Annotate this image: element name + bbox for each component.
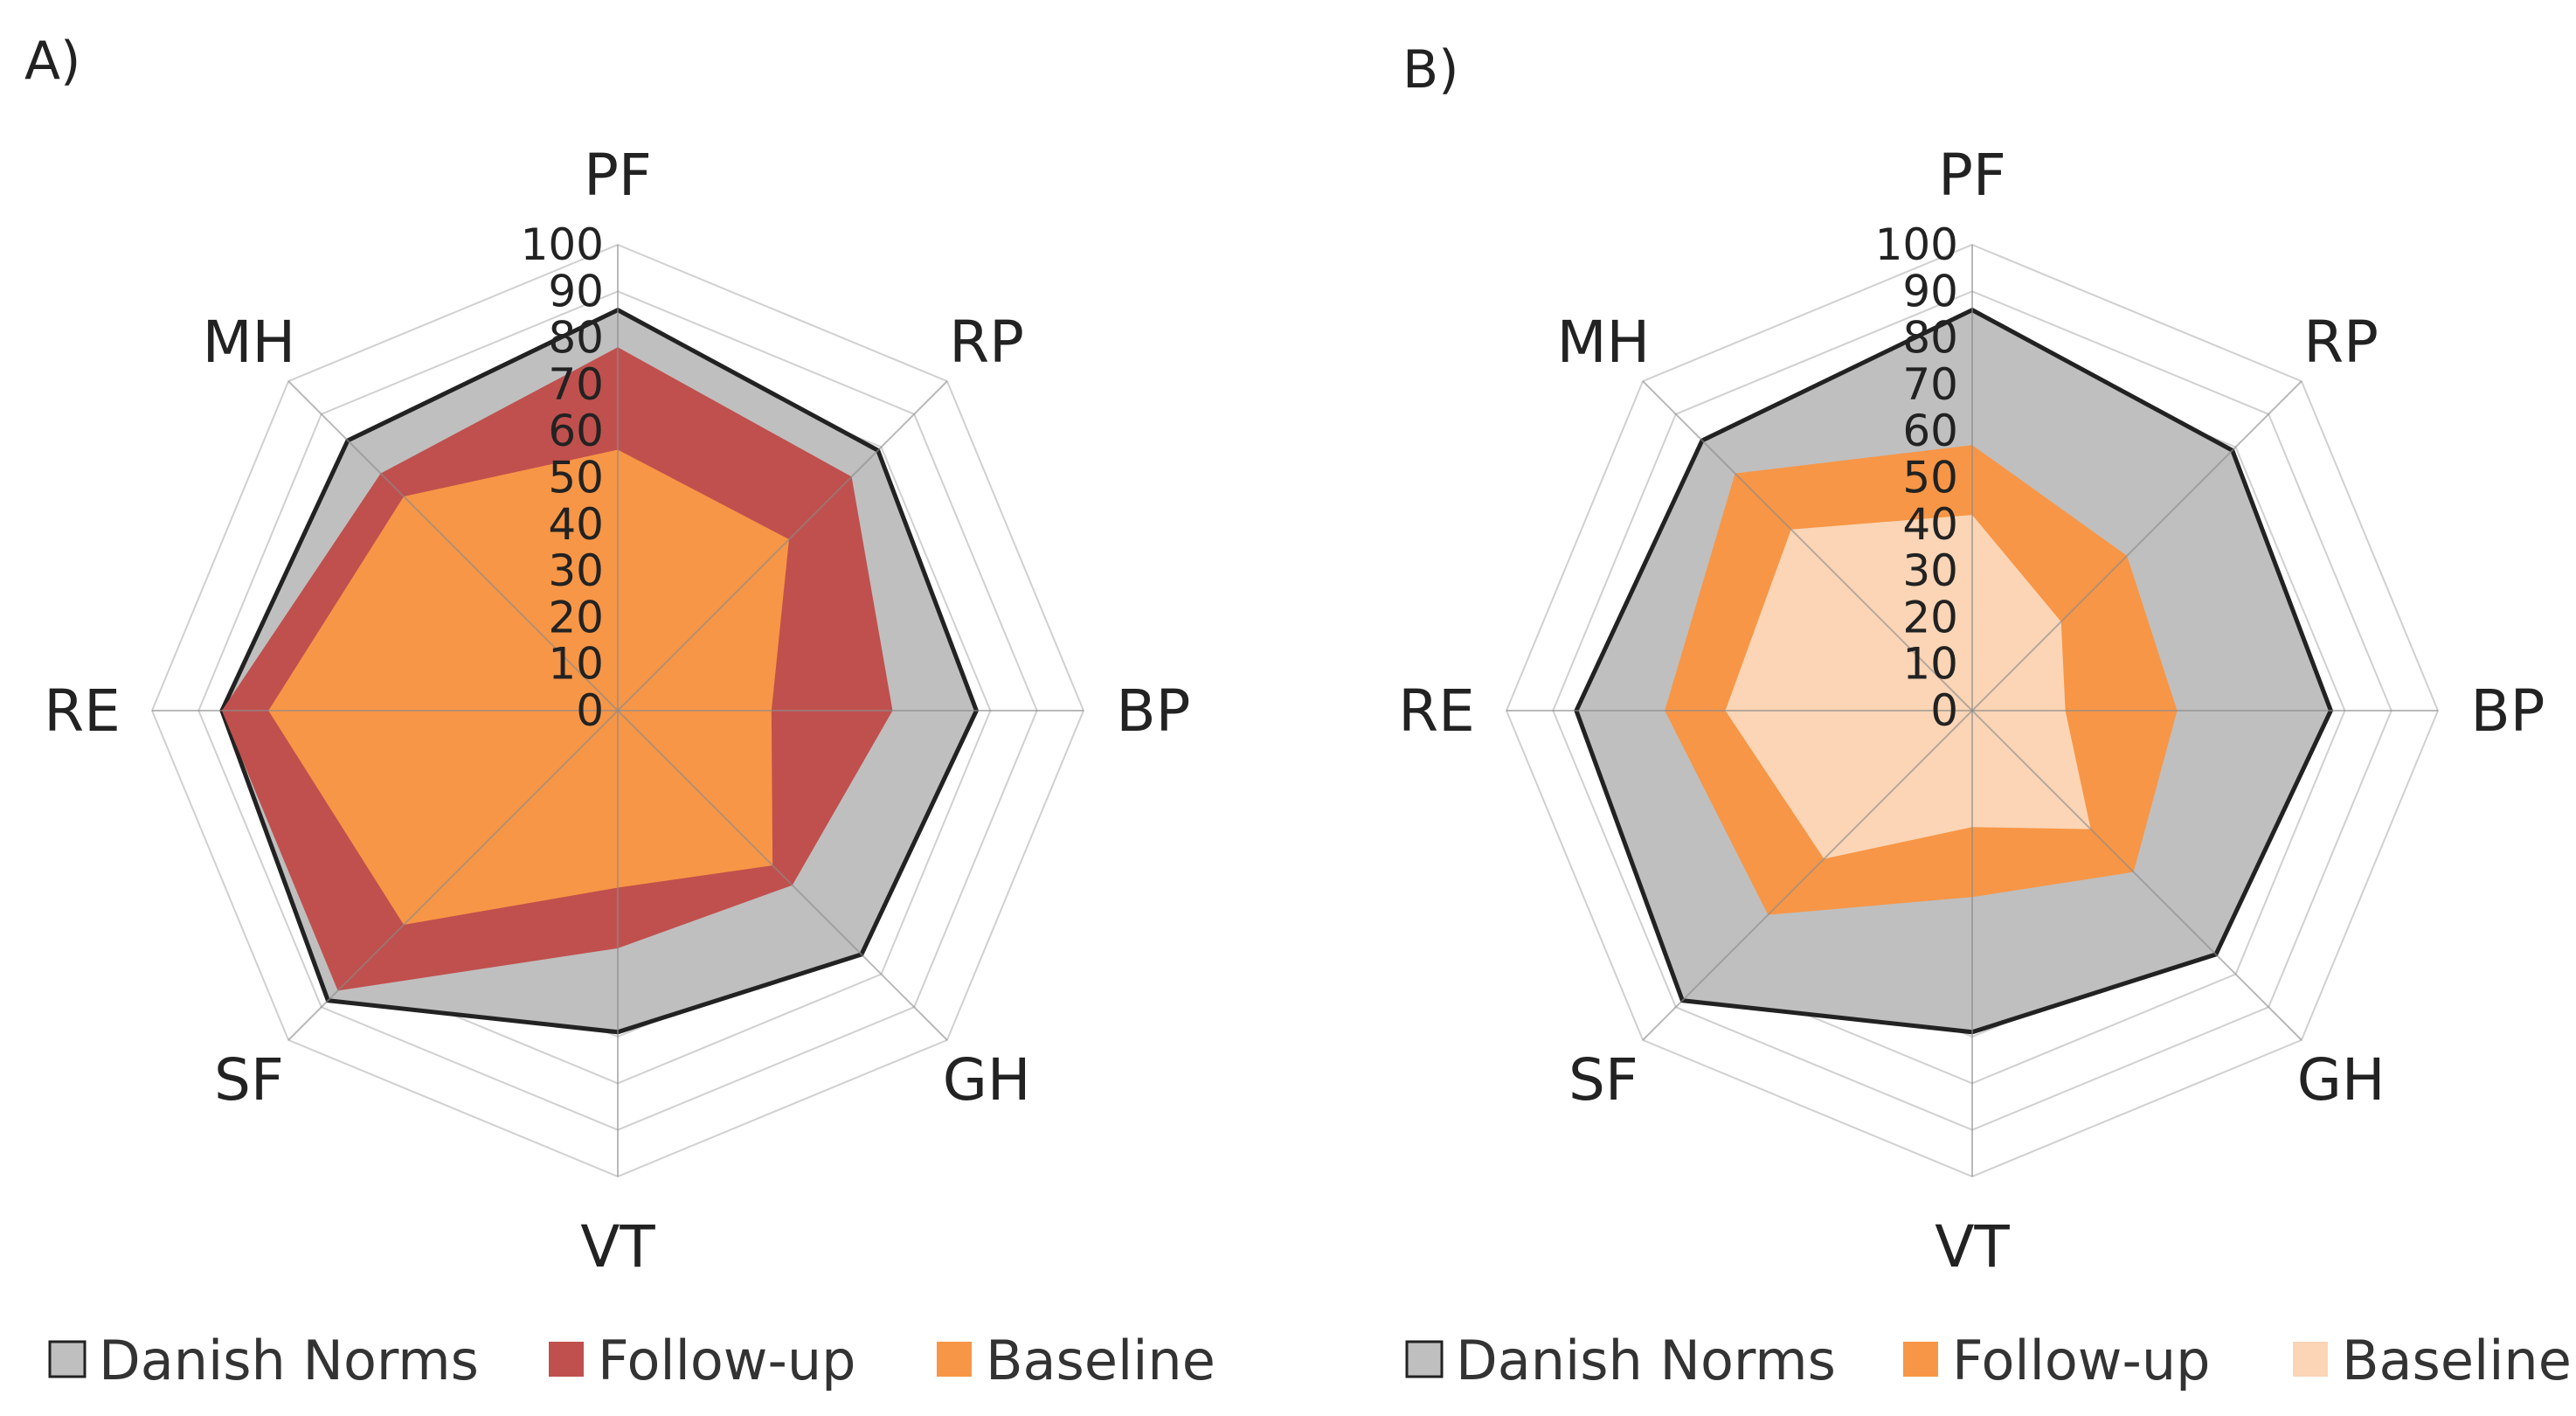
tick-label: 80 [1902,313,1958,364]
axis-label-re: RE [1398,677,1475,745]
legend-label: Follow-up [598,1329,856,1392]
legend-label: Follow-up [1952,1329,2211,1392]
axis-label-mh: MH [1557,309,1651,376]
tick-label: 50 [1902,453,1958,503]
tick-label: 30 [548,545,604,596]
tick-label: 70 [1902,359,1958,410]
axis-label-sf: SF [1568,1046,1638,1114]
axis-spoke [287,710,619,1041]
legend: Danish Norms Follow-up Baseline [1405,1329,2572,1392]
legend-swatch [1903,1342,1938,1377]
axis-spoke [617,710,948,1041]
legend-swatch [937,1342,972,1377]
tick-label: 20 [1902,592,1958,642]
legend-label: Danish Norms [1456,1329,1836,1392]
tick-label: 10 [548,639,604,690]
tick-label: 60 [1902,406,1958,456]
axis-label-rp: RP [949,309,1024,376]
tick-label: 70 [548,359,604,410]
tick-label: 90 [548,266,604,316]
axis-label-sf: SF [214,1046,284,1114]
axis-label-mh: MH [203,309,296,376]
tick-label: 0 [576,685,604,736]
tick-label: 30 [1902,545,1958,596]
axis-label-re: RE [44,677,121,745]
legend-swatch [549,1342,584,1377]
axis-label-rp: RP [2303,309,2379,376]
tick-label: 40 [1902,499,1958,550]
tick-label: 80 [548,313,604,364]
axis-label-vt: VT [1935,1213,2010,1281]
axis-spoke [1971,710,2302,1041]
tick-label: 60 [548,406,604,456]
axis-label-pf: PF [584,142,652,209]
legend-swatch [2293,1342,2328,1377]
axis-spoke [287,380,619,711]
axis-label-bp: BP [2470,677,2545,745]
tick-label: 40 [548,499,604,550]
tick-label: 90 [1902,266,1958,316]
axis-label-gh: GH [2297,1046,2386,1114]
panel-label: B) [1402,39,1459,101]
tick-label: 0 [1930,685,1958,736]
panel-label: A) [24,31,80,92]
tick-label: 100 [1875,219,1958,270]
axis-label-pf: PF [1938,142,2006,209]
tick-label: 50 [548,453,604,503]
series-area-baseline [268,449,789,925]
axis-spoke [1642,710,1973,1041]
tick-label: 10 [1902,639,1958,690]
legend-swatch [48,1340,87,1378]
axis-spoke [1971,380,2302,711]
legend-label: Baseline [986,1329,1215,1392]
tick-label: 20 [548,592,604,642]
axis-label-vt: VT [580,1213,655,1281]
legend-label: Danish Norms [99,1329,479,1392]
legend-swatch [1405,1340,1444,1378]
axis-label-gh: GH [943,1046,1031,1114]
series-area-baseline [1725,515,2091,859]
legend: Danish Norms Follow-up Baseline [48,1329,1215,1392]
tick-label: 100 [521,219,604,270]
axis-spoke [617,380,948,711]
legend-label: Baseline [2342,1329,2572,1392]
axis-spoke [1642,380,1973,711]
axis-label-bp: BP [1116,677,1190,745]
